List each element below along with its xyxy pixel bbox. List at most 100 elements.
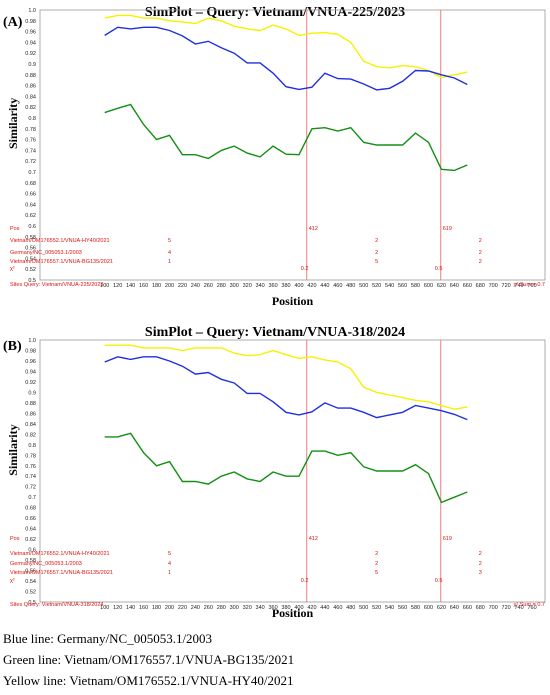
site-count: 2 — [375, 561, 378, 567]
y-tick-label: 0.96 — [25, 30, 36, 36]
x-tick-label: 320 — [243, 283, 252, 289]
y-tick-label: 0.98 — [25, 348, 36, 354]
x-tick-label: 380 — [281, 283, 290, 289]
x-axis-label: Position — [272, 606, 314, 620]
x-tick-label: 560 — [398, 283, 407, 289]
panel-label: (B) — [3, 339, 22, 354]
y-tick-label: 0.72 — [25, 485, 36, 491]
x-tick-label: 260 — [204, 605, 213, 611]
x-tick-label: 440 — [320, 283, 329, 289]
y-tick-label: 0.86 — [25, 411, 36, 417]
series-line-blue — [104, 26, 468, 91]
x-tick-label: 680 — [476, 605, 485, 611]
y-tick-label: 0.76 — [25, 464, 36, 470]
series-line-yellow — [104, 14, 468, 79]
chi-square-sum: χ² Sum = 0.7 — [514, 282, 545, 288]
x-tick-label: 560 — [398, 605, 407, 611]
simplot-panel-b: (B) SimPlot – Query: Vietnam/VNUA-318/202… — [0, 320, 550, 620]
chi-square-label: χ² — [10, 266, 15, 272]
x-tick-label: 420 — [307, 605, 316, 611]
x-tick-label: 100 — [100, 605, 109, 611]
y-tick-label: 0.8 — [28, 116, 36, 122]
x-tick-label: 700 — [489, 605, 498, 611]
y-tick-label: 0.56 — [25, 246, 36, 252]
y-tick-label: 0.54 — [25, 579, 36, 585]
y-tick-label: 0.98 — [25, 19, 36, 25]
x-tick-label: 300 — [230, 605, 239, 611]
x-tick-label: 300 — [230, 283, 239, 289]
site-count: 5 — [375, 570, 378, 576]
x-tick-label: 180 — [152, 605, 161, 611]
x-tick-label: 600 — [424, 605, 433, 611]
y-tick-label: 0.68 — [25, 506, 36, 512]
x-tick-label: 220 — [178, 283, 187, 289]
y-tick-label: 0.82 — [25, 432, 36, 438]
x-tick-label: 440 — [320, 605, 329, 611]
series-line-green — [104, 103, 468, 172]
y-tick-label: 1.0 — [28, 338, 36, 344]
chi-square-value: 0.5 — [435, 578, 443, 584]
y-tick-label: 0.52 — [25, 590, 36, 596]
y-axis-label: Similarity — [6, 424, 20, 475]
site-count: 5 — [168, 551, 171, 557]
x-tick-label: 200 — [165, 283, 174, 289]
site-count: 2 — [479, 551, 482, 557]
x-tick-label: 400 — [294, 283, 303, 289]
chi-square-value: 0.2 — [301, 578, 309, 584]
site-count: 4 — [168, 561, 171, 567]
x-tick-label: 240 — [191, 605, 200, 611]
x-tick-label: 340 — [256, 605, 265, 611]
y-tick-label: 0.56 — [25, 569, 36, 575]
x-tick-label: 740 — [515, 283, 524, 289]
chart-title: SimPlot – Query: Vietnam/VNUA-318/2024 — [145, 325, 405, 340]
x-tick-label: 360 — [268, 605, 277, 611]
x-tick-label: 100 — [100, 283, 109, 289]
sequence-row-label: Germany/NC_005053.1/2003 — [10, 250, 82, 256]
y-tick-label: 0.64 — [25, 202, 36, 208]
x-tick-label: 280 — [217, 283, 226, 289]
x-tick-label: 760 — [527, 283, 536, 289]
x-tick-label: 680 — [476, 283, 485, 289]
y-tick-label: 0.62 — [25, 213, 36, 219]
x-tick-label: 660 — [463, 605, 472, 611]
y-tick-label: 0.74 — [25, 148, 36, 154]
y-tick-label: 0.66 — [25, 192, 36, 198]
x-tick-label: 360 — [268, 283, 277, 289]
sequence-row-label: Germany/NC_005053.1/2003 — [10, 561, 82, 567]
x-tick-label: 120 — [113, 283, 122, 289]
sequence-row-label: Vietnam/OM176552.1/VNUA-HY40/2021 — [10, 551, 110, 557]
y-tick-label: 0.5 — [28, 278, 36, 284]
series-line-green — [104, 432, 468, 504]
y-tick-label: 0.7 — [28, 170, 36, 176]
series-line-blue — [104, 356, 468, 421]
sites-query-label: Sites Query: Vietnam/VNUA-225/2023 — [10, 282, 103, 288]
legend-green-line: Green line: Vietnam/OM176557.1/VNUA-BG13… — [3, 652, 295, 667]
y-tick-label: 0.8 — [28, 443, 36, 449]
x-tick-label: 660 — [463, 283, 472, 289]
simplot-chart-b: (B) SimPlot – Query: Vietnam/VNUA-318/202… — [3, 325, 546, 620]
sites-query-label: Sites Query: Vietnam/VNUA-318/2024 — [10, 602, 103, 608]
breakpoint-label: 619 — [443, 226, 452, 232]
x-tick-label: 220 — [178, 605, 187, 611]
x-tick-label: 380 — [281, 605, 290, 611]
y-tick-label: 0.66 — [25, 516, 36, 522]
y-tick-label: 0.84 — [25, 94, 36, 100]
site-count: 1 — [168, 259, 171, 265]
y-tick-label: 0.94 — [25, 369, 36, 375]
x-tick-label: 520 — [372, 605, 381, 611]
site-count: 5 — [168, 238, 171, 244]
y-tick-label: 0.9 — [28, 62, 36, 68]
site-count: 1 — [168, 570, 171, 576]
y-tick-label: 0.5 — [28, 600, 36, 606]
chart-title: SimPlot – Query: Vietnam/VNUA-225/2023 — [145, 5, 405, 20]
x-axis-label: Position — [272, 294, 314, 308]
breakpoint-label: 412 — [309, 536, 318, 542]
x-tick-label: 180 — [152, 283, 161, 289]
x-tick-label: 700 — [489, 283, 498, 289]
y-tick-label: 0.88 — [25, 73, 36, 79]
x-tick-label: 500 — [359, 605, 368, 611]
x-tick-label: 740 — [515, 605, 524, 611]
y-tick-label: 0.92 — [25, 51, 36, 57]
chi-square-value: 0.2 — [301, 266, 309, 272]
y-tick-label: 0.7 — [28, 495, 36, 501]
